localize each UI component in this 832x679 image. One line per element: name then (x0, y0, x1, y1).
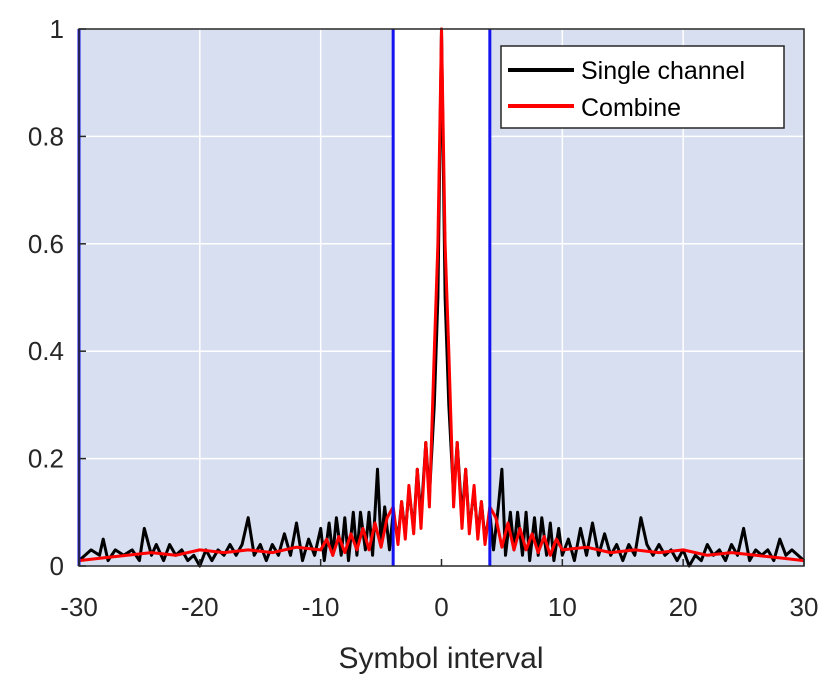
x-axis-title: Symbol interval (338, 642, 543, 675)
x-tick-label: 20 (669, 592, 698, 622)
x-tick-label: 0 (434, 592, 448, 622)
x-tick-label: 30 (790, 592, 819, 622)
x-tick-label: 10 (548, 592, 577, 622)
y-tick-label: 0.8 (28, 121, 64, 151)
shaded-region-0 (79, 29, 394, 566)
y-tick-label: 0.2 (28, 444, 64, 474)
y-tick-label: 0.6 (28, 229, 64, 259)
legend-label-single-channel: Single channel (581, 57, 745, 85)
y-tick-label: 0 (50, 551, 64, 581)
x-tick-label: -10 (302, 592, 340, 622)
legend: Single channel Combine (500, 45, 785, 129)
legend-label-combine: Combine (581, 94, 681, 122)
x-tick-label: -20 (181, 592, 219, 622)
y-ticks: 0 0.2 0.4 0.6 0.8 1 (28, 14, 86, 581)
legend-box (500, 45, 785, 129)
x-ticks: -30 -20 -10 0 10 20 30 (60, 559, 818, 622)
y-tick-label: 1 (50, 14, 64, 44)
y-tick-label: 0.4 (28, 336, 64, 366)
x-tick-label: -30 (60, 592, 98, 622)
